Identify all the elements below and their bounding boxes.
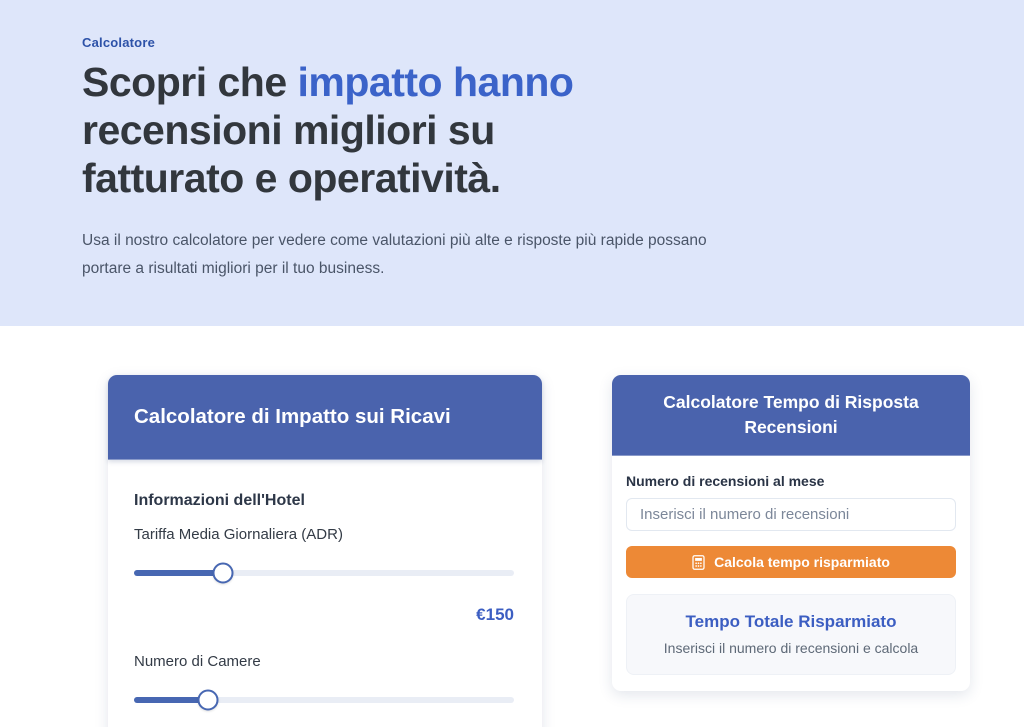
- page-title-line2: recensioni migliori su: [82, 106, 495, 153]
- response-card-header: Calcolatore Tempo di Risposta Recensioni: [612, 375, 970, 456]
- time-saved-result-hint: Inserisci il numero di recensioni e calc…: [663, 640, 919, 656]
- hotel-info-heading: Informazioni dell'Hotel: [134, 492, 305, 509]
- page-title-line3: fatturato e operatività.: [82, 154, 501, 201]
- calculate-time-button[interactable]: Calcola tempo risparmiato: [626, 546, 956, 578]
- revenue-card-header: Calcolatore di Impatto sui Ricavi: [108, 375, 542, 460]
- reviews-per-month-label: Numero di recensioni al mese: [626, 473, 825, 489]
- rooms-slider-thumb[interactable]: [197, 689, 219, 711]
- adr-value: €150: [476, 605, 514, 624]
- time-saved-result-title: Tempo Totale Risparmiato: [685, 612, 897, 631]
- rooms-label: Numero di Camere: [134, 653, 261, 670]
- response-time-card: Calcolatore Tempo di Risposta Recensioni…: [612, 375, 970, 691]
- revenue-impact-card: Calcolatore di Impatto sui Ricavi Inform…: [108, 375, 542, 727]
- calculators-row: Calcolatore di Impatto sui Ricavi Inform…: [108, 375, 1024, 727]
- adr-slider-track[interactable]: [134, 570, 514, 576]
- page-title-line1: Scopri che impatto hanno: [82, 59, 942, 107]
- time-saved-result-box: Tempo Totale Risparmiato Inserisci il nu…: [626, 594, 956, 675]
- rooms-slider-fill: [134, 697, 209, 703]
- page-title-accent-text: impatto hanno: [297, 59, 574, 105]
- adr-slider-fill: [134, 570, 224, 576]
- page-title: Scopri che impatto hanno recensioni migl…: [82, 59, 942, 203]
- hero-subtitle: Usa il nostro calcolatore per vedere com…: [82, 231, 707, 277]
- adr-slider-thumb[interactable]: [212, 562, 234, 584]
- response-card-body: Numero di recensioni al mese Calco: [612, 456, 970, 691]
- reviews-count-input[interactable]: [626, 498, 956, 531]
- rooms-slider[interactable]: [134, 689, 514, 711]
- hero-section: Calcolatore Scopri che impatto hanno rec…: [0, 0, 1024, 326]
- revenue-card-body: Informazioni dell'Hotel Tariffa Media Gi…: [108, 460, 542, 727]
- calculate-time-button-label: Calcola tempo risparmiato: [714, 554, 890, 570]
- hero-eyebrow: Calcolatore: [82, 35, 156, 50]
- rooms-slider-track[interactable]: [134, 697, 514, 703]
- adr-label: Tariffa Media Giornaliera (ADR): [134, 526, 343, 543]
- adr-slider[interactable]: [134, 562, 514, 584]
- page-title-dark-text: Scopri che: [82, 59, 287, 105]
- calculator-icon: [692, 554, 705, 570]
